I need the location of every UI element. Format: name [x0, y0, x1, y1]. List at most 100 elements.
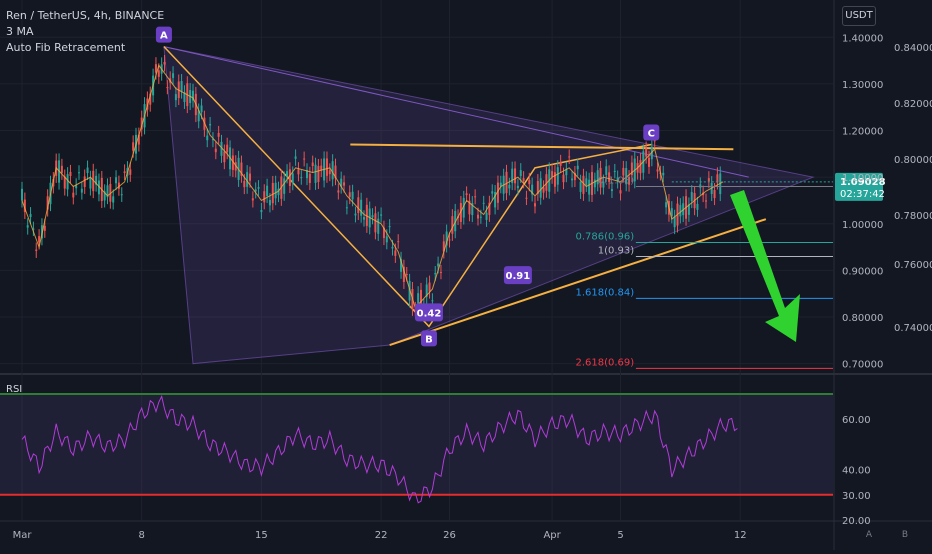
ma-line	[21, 64, 724, 309]
down-projection-arrow	[730, 190, 800, 342]
candle-countdown-label: 02:37:42	[840, 189, 885, 200]
candle-body	[608, 172, 611, 182]
rsi-tick-label: 20.00	[842, 516, 871, 527]
candle-body	[553, 172, 556, 187]
candle-body	[556, 167, 559, 185]
ratio-ab-label: 0.42	[417, 308, 442, 319]
candle-body	[562, 174, 565, 183]
candle-body	[200, 105, 203, 113]
candle-body	[140, 117, 143, 130]
candle-body	[648, 157, 650, 167]
candle-body	[286, 171, 289, 177]
candle-body	[317, 166, 320, 183]
candle-body	[112, 196, 115, 203]
candle-body	[97, 180, 100, 195]
candle-body	[468, 200, 471, 215]
candle-body	[43, 225, 46, 231]
candle-body	[479, 216, 482, 218]
candle-body	[514, 168, 517, 184]
candle-body	[536, 181, 539, 194]
price-candles	[21, 55, 724, 320]
symbol-title[interactable]: Ren / TetherUS, 4h, BINANCE	[6, 9, 165, 22]
y-tick-label-right: 0.84000	[894, 43, 932, 54]
candle-body	[266, 185, 269, 196]
point-b-badge: B	[425, 334, 433, 345]
x-tick-label: 5	[617, 530, 623, 541]
ratio-bc-label: 0.91	[506, 271, 531, 282]
candle-body	[294, 156, 297, 159]
candle-body	[511, 168, 514, 184]
price-tag-bg	[835, 172, 883, 201]
y-tick-label-left: 0.70000	[842, 360, 883, 371]
candle-body	[69, 171, 72, 177]
candle-body	[491, 191, 494, 194]
log-scale-button[interactable]: B	[901, 530, 909, 540]
candle-body	[123, 171, 126, 174]
candle-body	[166, 87, 169, 89]
candle-body	[499, 182, 502, 187]
candle-body	[662, 172, 665, 176]
y-tick-label-left: 0.80000	[842, 313, 883, 324]
candle-body	[377, 218, 380, 234]
ma-indicator-label[interactable]: 3 MA	[6, 25, 34, 38]
candle-body	[214, 148, 217, 153]
candle-body	[83, 176, 86, 187]
candle-body	[26, 225, 29, 228]
candle-body	[602, 181, 605, 188]
candle-body	[288, 169, 291, 187]
candle-body	[217, 132, 220, 137]
candle-body	[707, 178, 710, 182]
candle-body	[402, 266, 405, 282]
candle-body	[331, 161, 334, 180]
candle-body	[334, 165, 337, 179]
candle-body	[291, 173, 294, 184]
candle-body	[437, 263, 440, 267]
candle-body	[388, 226, 391, 228]
candle-body	[360, 199, 363, 216]
candle-body	[66, 174, 69, 190]
fib-indicator-label[interactable]: Auto Fib Retracement	[6, 41, 126, 54]
currency-button[interactable]: USDT	[842, 6, 876, 26]
candle-body	[268, 200, 271, 206]
auto-scale-button[interactable]: A	[865, 530, 873, 540]
candle-body	[120, 194, 123, 196]
candle-body	[679, 205, 682, 217]
y-tick-label-left: 1.10000	[842, 173, 883, 184]
candle-body	[211, 139, 214, 141]
candle-body	[21, 188, 23, 201]
candle-body	[462, 197, 465, 218]
candle-body	[351, 191, 354, 200]
candle-body	[348, 192, 351, 198]
candle-body	[314, 164, 317, 183]
fib-level-label: 1.618(0.84)	[575, 287, 634, 298]
candle-body	[32, 228, 35, 230]
candle-body	[246, 172, 249, 187]
fib-levels: 0(1.08) 0.786(0.96) 1(0.93) 1.618(0.84) 2.61…	[575, 176, 833, 369]
candle-body	[72, 192, 75, 198]
candle-body	[599, 167, 602, 188]
candle-body	[496, 182, 499, 203]
candle-body	[593, 179, 596, 188]
candle-body	[300, 177, 303, 179]
x-tick-label: Mar	[13, 530, 33, 541]
candle-body	[448, 239, 451, 241]
candle-body	[277, 188, 280, 196]
candle-body	[75, 185, 78, 189]
fib-level-label: 0(1.08)	[598, 176, 635, 187]
candle-body	[78, 172, 80, 174]
candle-body	[363, 217, 365, 220]
fib-level-label: 0.786(0.96)	[575, 231, 634, 242]
candle-body	[559, 161, 562, 166]
candle-body	[459, 203, 462, 222]
x-tick-label: 12	[734, 530, 747, 541]
candle-body	[508, 184, 511, 189]
candle-body	[209, 123, 212, 126]
candle-body	[645, 148, 648, 157]
x-tick-label: 22	[375, 530, 388, 541]
rsi-indicator-label[interactable]: RSI	[6, 384, 23, 395]
candle-body	[109, 183, 112, 202]
fib-level-label: 2.618(0.69)	[575, 357, 634, 368]
